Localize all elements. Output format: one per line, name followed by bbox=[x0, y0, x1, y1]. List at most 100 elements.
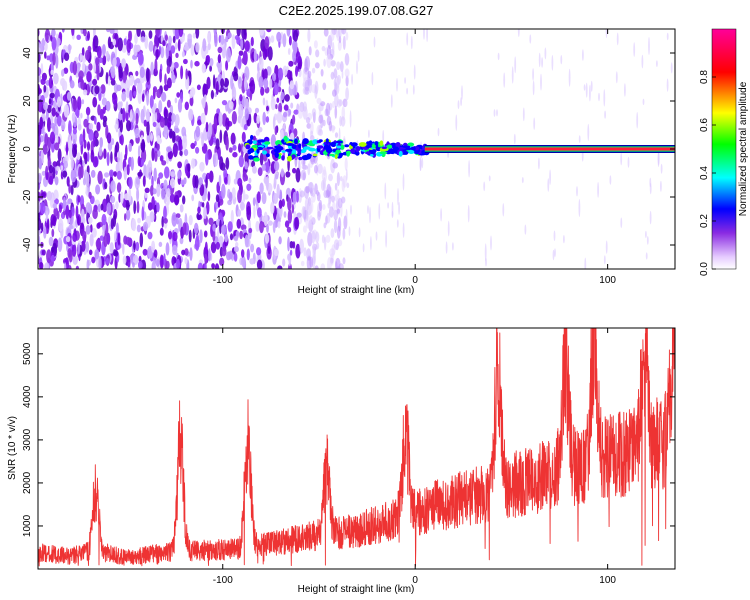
spectrogram-blob bbox=[137, 80, 143, 94]
spectrogram-blob bbox=[261, 192, 267, 205]
spectrogram-blob bbox=[106, 151, 110, 167]
spectrogram-blob bbox=[246, 183, 252, 191]
spectrogram-blob bbox=[38, 172, 42, 183]
spectrogram-blob bbox=[330, 29, 335, 41]
spectrogram-blob bbox=[124, 193, 130, 201]
spectrogram-blob bbox=[164, 166, 170, 179]
spectrogram-blob bbox=[298, 68, 302, 78]
spectrogram-blob bbox=[54, 198, 59, 205]
spectrogram-blob bbox=[113, 250, 119, 257]
spectrogram-faint-blob bbox=[583, 84, 586, 91]
spectrogram-blob bbox=[326, 115, 332, 126]
spectrogram-blob bbox=[243, 123, 248, 131]
colorbar-tick-label: 0.4 bbox=[699, 166, 710, 180]
spectrogram-blob bbox=[228, 101, 234, 110]
spectrogram-blob bbox=[166, 56, 172, 68]
spectrogram-faint-blob bbox=[402, 173, 405, 191]
spectrogram-blob bbox=[149, 211, 155, 223]
spectrogram-blob bbox=[173, 131, 176, 143]
spectrogram-faint-blob bbox=[483, 181, 486, 192]
spectrogram-blob bbox=[42, 143, 48, 155]
spectrogram-blob bbox=[143, 164, 147, 179]
spectrogram-blob bbox=[265, 176, 269, 191]
spectrogram-blob bbox=[203, 83, 209, 96]
spectrogram-blob bbox=[100, 84, 106, 94]
spectrogram-blob bbox=[228, 250, 233, 260]
colorbar-gradient bbox=[711, 28, 737, 270]
spectrogram-blob bbox=[342, 227, 346, 240]
spectrogram-blob bbox=[221, 100, 228, 106]
spectrogram-blob bbox=[38, 67, 42, 76]
spectrogram-blob bbox=[232, 151, 238, 158]
spectrogram-blob bbox=[157, 149, 161, 158]
tracking-blob bbox=[312, 139, 319, 145]
spectrogram-faint-blob bbox=[406, 32, 409, 46]
spectrogram-blob bbox=[81, 99, 85, 105]
spectrogram-blob bbox=[307, 29, 311, 43]
spectrogram-faint-blob bbox=[603, 89, 606, 107]
spectrogram-faint-blob bbox=[396, 78, 398, 92]
spectrogram-blob bbox=[345, 87, 349, 101]
spectrogram-faint-blob bbox=[396, 219, 399, 228]
spectrogram-blob bbox=[151, 196, 155, 210]
spectrogram-blob bbox=[135, 241, 140, 252]
spectrogram-blob bbox=[189, 247, 193, 261]
spectrogram-blob bbox=[126, 120, 132, 132]
spectrogram-blob bbox=[56, 165, 60, 172]
tracking-blob bbox=[302, 138, 309, 145]
snr-series-line bbox=[38, 328, 675, 567]
spectrogram-blob bbox=[218, 174, 222, 187]
spectrogram-faint-blob bbox=[533, 117, 536, 130]
spectrogram-blob bbox=[197, 262, 203, 269]
spectrogram-blob bbox=[236, 37, 241, 45]
snr-y-tick-label: 5000 bbox=[22, 342, 33, 365]
spectrogram-blob bbox=[277, 221, 281, 229]
spectrogram-blob bbox=[105, 50, 109, 59]
spectrogram-blob bbox=[200, 112, 206, 125]
spectrogram-blob bbox=[46, 218, 50, 230]
spectrogram-blob bbox=[259, 152, 264, 166]
spectrogram-blob bbox=[88, 123, 94, 130]
spectrogram-blob bbox=[206, 55, 211, 64]
spectrogram-blob bbox=[137, 51, 144, 66]
spectrogram-blob bbox=[61, 29, 65, 33]
spectrogram-blob bbox=[309, 215, 313, 224]
spectrogram-faint-blob bbox=[404, 77, 406, 84]
spectrogram-faint-blob bbox=[590, 80, 593, 92]
spectrogram-faint-blob bbox=[357, 50, 360, 62]
spectrogram-blob bbox=[237, 54, 242, 70]
spectrogram-blob bbox=[262, 111, 267, 126]
spectrogram-blob bbox=[299, 238, 304, 254]
spectrogram-blob bbox=[331, 126, 335, 133]
spectrogram-y-axis: -40 -20 0 20 40 bbox=[22, 47, 675, 252]
spectrogram-blob bbox=[166, 194, 170, 206]
spectrogram-blob bbox=[102, 120, 107, 128]
spectrogram-faint-blob bbox=[391, 201, 394, 217]
spectrogram-blob bbox=[51, 29, 56, 38]
spectrogram-blob bbox=[336, 208, 340, 214]
spectrogram-blob bbox=[120, 107, 123, 115]
spectrogram-faint-blob bbox=[502, 203, 505, 217]
spectrogram-blob bbox=[240, 142, 244, 157]
spectrogram-faint-blob bbox=[522, 107, 525, 122]
spectrogram-blob bbox=[137, 156, 141, 167]
spectrogram-blob bbox=[155, 258, 160, 267]
colorbar-tick-label: 0.2 bbox=[699, 214, 710, 228]
spectrogram-faint-blob bbox=[666, 78, 669, 92]
spectrogram-y-tick-label: 40 bbox=[22, 47, 33, 59]
spectrogram-blob bbox=[163, 205, 167, 221]
spectrogram-blob bbox=[205, 151, 209, 166]
spectrogram-blob bbox=[214, 32, 218, 48]
spectrogram-blob bbox=[72, 232, 78, 243]
spectrogram-blob bbox=[316, 97, 322, 105]
spectrogram-blob bbox=[161, 91, 167, 102]
spectrogram-blob bbox=[217, 201, 221, 208]
tracking-blob bbox=[350, 142, 358, 147]
spectrogram-faint-blob bbox=[646, 236, 649, 245]
spectrogram-blob bbox=[133, 79, 137, 87]
spectrogram-blob bbox=[56, 96, 62, 108]
spectrogram-blob bbox=[169, 193, 175, 203]
spectrogram-marks bbox=[38, 29, 675, 269]
spectrogram-blob bbox=[83, 151, 88, 160]
tracking-blob bbox=[410, 146, 416, 151]
